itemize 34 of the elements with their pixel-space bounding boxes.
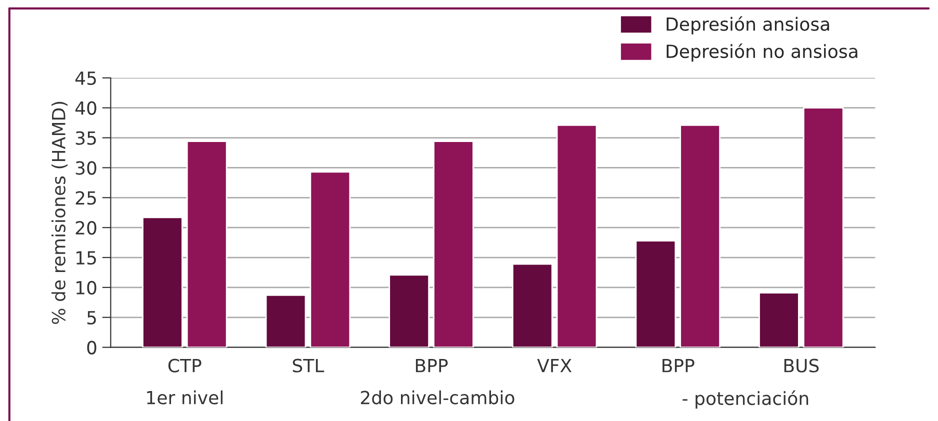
legend-label: Depresión ansiosa bbox=[666, 16, 830, 34]
x-tick-label: CTP bbox=[168, 358, 202, 372]
bar bbox=[556, 124, 598, 348]
y-tick-label: 5 bbox=[87, 311, 96, 325]
text: 2do nivel-cambio bbox=[360, 390, 514, 404]
x-tick-label: STL bbox=[292, 358, 324, 372]
bar bbox=[433, 140, 474, 348]
x-tick-label: BPP bbox=[662, 358, 694, 372]
y-axis-title: % de remisiones (HAMD) bbox=[51, 102, 68, 324]
bar bbox=[680, 124, 720, 348]
y-tick-label: 0 bbox=[87, 340, 96, 354]
x-tick-label: VFX bbox=[537, 358, 572, 372]
y-tick-label: 10 bbox=[76, 280, 96, 295]
y-tick-label: 30 bbox=[76, 161, 96, 175]
bar bbox=[802, 107, 844, 348]
text: 1er nivel bbox=[147, 390, 222, 404]
legend-label: Depresión no ansiosa bbox=[666, 43, 858, 62]
bar bbox=[635, 240, 676, 348]
x-tick-label: BUS bbox=[784, 358, 819, 372]
bar bbox=[758, 292, 800, 348]
y-tick-label: 40 bbox=[75, 101, 96, 115]
bar bbox=[265, 294, 306, 348]
bar bbox=[310, 171, 351, 348]
bar bbox=[512, 263, 553, 348]
bar bbox=[186, 140, 228, 348]
x-tick-label: BPP bbox=[416, 358, 448, 372]
y-tick-label: 45 bbox=[75, 72, 96, 85]
y-tick-label: 25 bbox=[76, 191, 96, 205]
bar bbox=[388, 274, 430, 348]
y-tick-label: 35 bbox=[76, 131, 96, 145]
y-tick-label: 15 bbox=[76, 251, 96, 265]
y-tick-label: 20 bbox=[76, 221, 96, 235]
text: - potenciación bbox=[682, 390, 808, 409]
bar bbox=[142, 216, 183, 348]
